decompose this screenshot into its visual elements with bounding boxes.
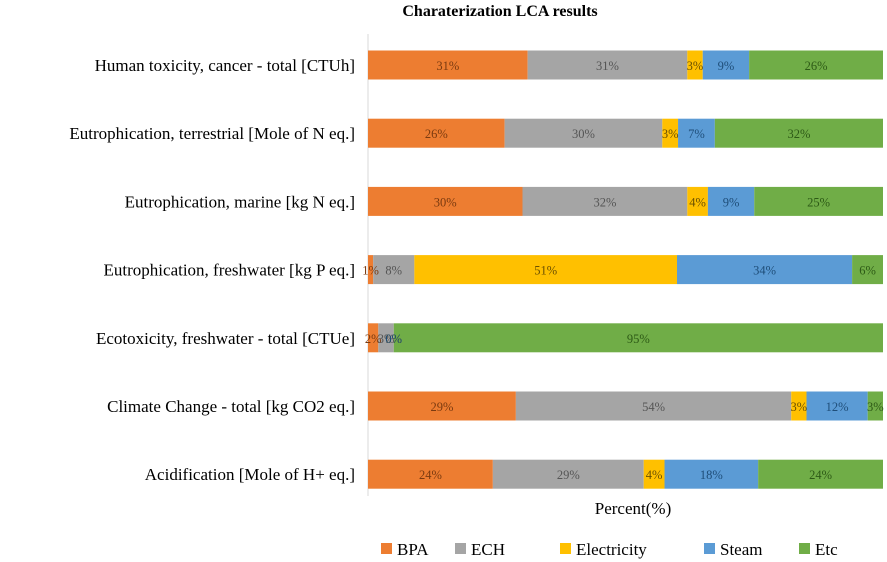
bar-segment-electricity xyxy=(643,459,665,489)
data-label: 29% xyxy=(430,400,453,414)
bar-segment-etc xyxy=(852,255,883,285)
bar-segment-bpa xyxy=(368,186,523,216)
category-label: Human toxicity, cancer - total [CTUh] xyxy=(95,56,355,75)
data-label: 24% xyxy=(809,468,832,482)
bar-segment-etc xyxy=(754,186,883,216)
data-label: 29% xyxy=(557,468,580,482)
data-label: 31% xyxy=(596,59,619,73)
data-label: 34% xyxy=(753,264,776,278)
bar-segment-steam xyxy=(664,459,759,489)
data-label: 24% xyxy=(419,468,442,482)
bar-segment-ech xyxy=(527,50,688,80)
legend-swatch-bpa xyxy=(381,543,392,554)
category-label: Eutrophication, freshwater [kg P eq.] xyxy=(104,261,355,280)
data-label: 26% xyxy=(425,127,448,141)
legend-label: Steam xyxy=(720,540,763,559)
data-label: 32% xyxy=(787,127,810,141)
legend-label: Etc xyxy=(815,540,838,559)
bar-segment-etc xyxy=(393,323,883,353)
data-label: 54% xyxy=(642,400,665,414)
bar-segment-bpa xyxy=(368,391,516,421)
chart-title: Charaterization LCA results xyxy=(402,3,597,20)
bar-segment-bpa xyxy=(368,118,505,148)
data-label: 8% xyxy=(385,264,402,278)
bar-segment-steam xyxy=(702,50,750,80)
data-label: 4% xyxy=(689,195,706,209)
data-label: 3% xyxy=(791,400,808,414)
bar-segment-electricity xyxy=(414,255,677,285)
legend-label: ECH xyxy=(471,540,505,559)
legend-swatch-electricity xyxy=(560,543,571,554)
bar-segment-electricity xyxy=(662,118,679,148)
data-label: 9% xyxy=(718,59,735,73)
bar-segment-etc xyxy=(758,459,883,489)
bar-segment-ech xyxy=(373,255,415,285)
bar-segment-ech xyxy=(522,186,688,216)
data-label: 6% xyxy=(859,264,876,278)
bar-segment-steam xyxy=(707,186,755,216)
data-label: 18% xyxy=(700,468,723,482)
bars-layer xyxy=(368,50,883,489)
data-label: 0% xyxy=(385,332,402,346)
data-label: 4% xyxy=(646,468,663,482)
data-label: 7% xyxy=(688,127,705,141)
legend-label: BPA xyxy=(397,540,429,559)
category-label: Eutrophication, terrestrial [Mole of N e… xyxy=(69,124,355,143)
data-label: 9% xyxy=(723,195,740,209)
data-label: 32% xyxy=(593,195,616,209)
data-label: 95% xyxy=(627,332,650,346)
bar-segment-etc xyxy=(714,118,883,148)
data-label: 30% xyxy=(434,195,457,209)
data-label: 0% xyxy=(385,332,402,346)
data-label: 2% xyxy=(365,332,382,346)
legend: BPA ECH Electricity Steam Etc xyxy=(381,540,838,559)
category-labels-layer: Human toxicity, cancer - total [CTUh] Eut… xyxy=(69,56,355,484)
data-label: 26% xyxy=(805,59,828,73)
data-label: 12% xyxy=(826,400,849,414)
bar-segment-electricity xyxy=(687,186,708,216)
data-labels-layer: 31% 31% 3% 9% 26% 26% 30% 3% 7% 32% 30% 32% 4% 9% 25% 1… xyxy=(362,59,883,482)
bar-segment-ech xyxy=(492,459,644,489)
legend-swatch-etc xyxy=(799,543,810,554)
data-label: 3% xyxy=(378,332,395,346)
data-label: 1% xyxy=(362,264,379,278)
data-label: 31% xyxy=(436,59,459,73)
bar-segment-etc xyxy=(749,50,883,80)
category-label: Acidification [Mole of H+ eq.] xyxy=(145,465,355,484)
bar-segment-electricity xyxy=(791,391,807,421)
category-label: Climate Change - total [kg CO2 eq.] xyxy=(107,397,355,416)
legend-swatch-ech xyxy=(455,543,466,554)
bar-segment-steam xyxy=(677,255,853,285)
bar-segment-steam xyxy=(806,391,868,421)
bar-segment-bpa xyxy=(368,323,379,353)
legend-label: Electricity xyxy=(576,540,647,559)
bar-segment-ech xyxy=(515,391,792,421)
category-label: Ecotoxicity, freshwater - total [CTUe] xyxy=(96,329,355,348)
bar-segment-bpa xyxy=(368,255,374,285)
bar-segment-etc xyxy=(867,391,883,421)
bar-segment-steam xyxy=(678,118,715,148)
data-label: 30% xyxy=(572,127,595,141)
category-label: Eutrophication, marine [kg N eq.] xyxy=(125,192,355,211)
data-label: 3% xyxy=(867,400,884,414)
data-label: 3% xyxy=(662,127,679,141)
data-label: 3% xyxy=(687,59,704,73)
bar-segment-electricity xyxy=(687,50,703,80)
bar-segment-ech xyxy=(378,323,394,353)
bar-segment-ech xyxy=(504,118,663,148)
data-label: 25% xyxy=(807,195,830,209)
data-label: 51% xyxy=(534,264,557,278)
bar-segment-bpa xyxy=(368,50,528,80)
x-axis-label: Percent(%) xyxy=(595,499,671,518)
bar-segment-bpa xyxy=(368,459,493,489)
legend-swatch-steam xyxy=(704,543,715,554)
